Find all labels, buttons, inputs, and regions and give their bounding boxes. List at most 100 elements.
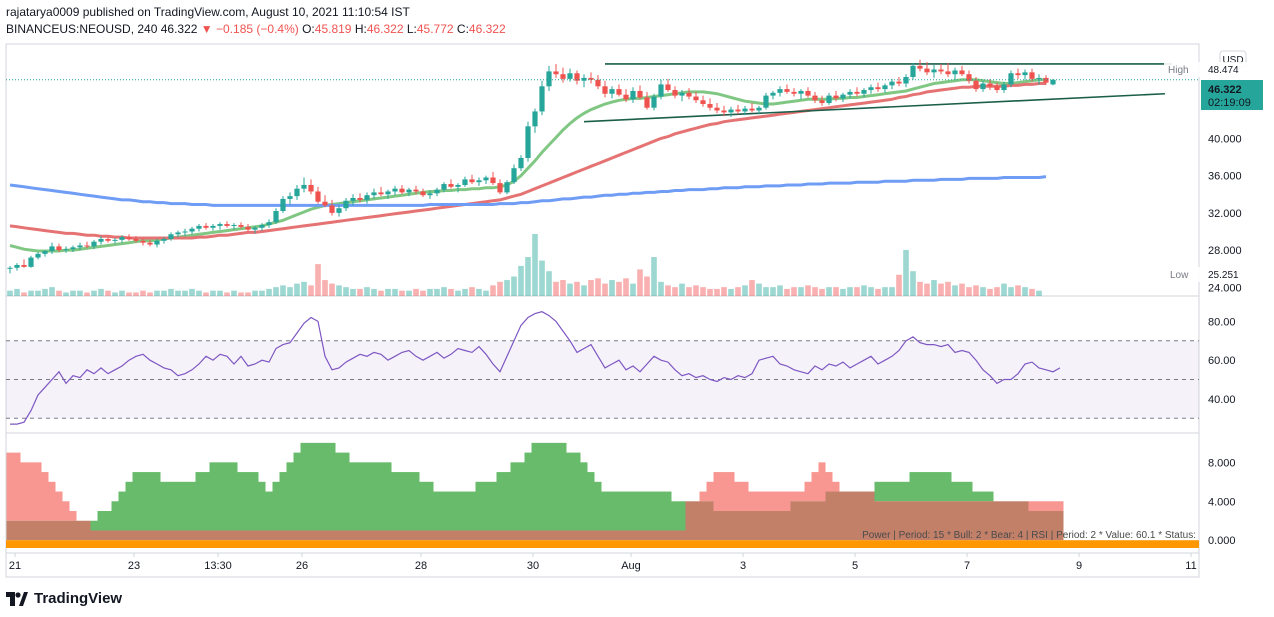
power-bar-overlap: [664, 530, 672, 541]
candle: [588, 72, 594, 84]
power-bar-top: [636, 491, 644, 531]
volume-bar: [784, 288, 790, 296]
candle-body: [742, 108, 748, 112]
candle: [525, 121, 531, 162]
power-bar-overlap: [601, 530, 609, 541]
power-bar-overlap: [216, 530, 224, 541]
power-bar-top: [391, 472, 399, 531]
power-bar-top: [650, 491, 658, 531]
power-bar-top: [244, 472, 252, 531]
volume-bar: [364, 287, 370, 296]
time-axis[interactable]: 21 23 13:30 26 28 30 Aug 3 5 7 9 11: [9, 553, 1197, 572]
power-bar-overlap: [384, 530, 392, 541]
candle: [273, 208, 279, 225]
rsi-axis[interactable]: 80.00 60.00 40.00: [1208, 316, 1236, 406]
power-bar-top: [202, 472, 210, 531]
candle-body: [882, 85, 888, 90]
power-bar-overlap: [839, 491, 847, 541]
candle-body: [343, 200, 349, 209]
volume-bar: [616, 281, 622, 296]
power-axis[interactable]: 8.000 4.000 0.000: [1208, 457, 1236, 547]
power-bar-overlap: [1000, 501, 1008, 541]
power-bar-overlap: [1035, 511, 1043, 541]
candle-body: [175, 232, 181, 235]
candle: [637, 85, 643, 100]
candle-body: [196, 225, 202, 229]
power-bar-top: [34, 462, 42, 521]
power-bar-top: [293, 452, 301, 531]
power-bar-overlap: [118, 530, 126, 541]
candle: [546, 65, 552, 91]
power-bar-top: [965, 481, 973, 502]
power-bar-top: [118, 491, 126, 531]
volume-bar: [476, 288, 482, 296]
power-bar-overlap: [517, 530, 525, 541]
candle: [819, 95, 825, 106]
power-bar-overlap: [181, 530, 189, 541]
volume-bar: [497, 281, 503, 296]
candle-body: [735, 109, 741, 112]
power-bar-overlap: [692, 501, 700, 541]
volume-bar: [315, 264, 321, 296]
power-bar-overlap: [608, 530, 616, 541]
time-tick-label: 13:30: [204, 560, 232, 572]
power-bar-overlap: [769, 511, 777, 541]
power-bar-overlap: [818, 501, 826, 541]
candle-body: [217, 224, 223, 226]
power-bar-overlap: [125, 530, 133, 541]
power-bar-overlap: [706, 501, 714, 541]
tradingview-footer: TradingView: [6, 590, 122, 607]
candle-body: [700, 100, 706, 104]
symbol-name[interactable]: BINANCEUS:NEOUSD, 240: [6, 22, 158, 36]
power-bar-top: [790, 491, 798, 502]
candle: [1022, 69, 1028, 80]
power-bar-overlap: [90, 530, 98, 541]
volume-bar: [77, 290, 83, 296]
time-tick-label: Aug: [621, 560, 641, 572]
candle: [238, 222, 244, 229]
power-bar-top: [545, 442, 553, 531]
candle: [602, 80, 608, 98]
candle-body: [889, 81, 895, 86]
volume-bar: [427, 288, 433, 296]
power-bar-overlap: [636, 530, 644, 541]
candle: [28, 255, 34, 268]
candle: [182, 228, 188, 237]
candle: [805, 87, 811, 98]
power-bar-overlap: [846, 491, 854, 541]
candle-body: [637, 90, 643, 98]
power-bar-overlap: [1014, 501, 1022, 541]
high-label: H:: [354, 22, 367, 36]
power-bar-overlap: [559, 530, 567, 541]
power-bar-overlap: [370, 530, 378, 541]
candle-body: [252, 227, 258, 230]
volume-bar: [959, 283, 965, 296]
candle: [315, 186, 321, 204]
power-bar-top: [440, 491, 448, 531]
candle-body: [301, 184, 307, 189]
candle: [560, 67, 566, 83]
rsi-tick-label: 60.00: [1208, 355, 1236, 367]
candle-body: [574, 73, 580, 81]
power-indicator-label[interactable]: Power | Period: 15 * Bull: 2 * Bear: 4 |…: [862, 530, 1196, 541]
volume-bar: [259, 290, 265, 296]
candle: [532, 108, 538, 133]
power-bar-top: [314, 442, 322, 531]
power-bar-overlap: [811, 501, 819, 541]
price-tick-label: 40.000: [1208, 133, 1242, 145]
power-bar-top: [769, 491, 777, 512]
power-bar-overlap: [643, 530, 651, 541]
power-bar-overlap: [69, 520, 77, 541]
candle: [119, 235, 125, 243]
power-bar-top: [951, 481, 959, 502]
volume-bar: [903, 249, 909, 296]
volume-bar: [840, 288, 846, 296]
candle: [448, 179, 454, 189]
candle-body: [917, 65, 923, 69]
candle-body: [1036, 77, 1042, 79]
power-bar-top: [146, 472, 154, 531]
candle: [938, 63, 944, 75]
volume-bar: [770, 287, 776, 296]
